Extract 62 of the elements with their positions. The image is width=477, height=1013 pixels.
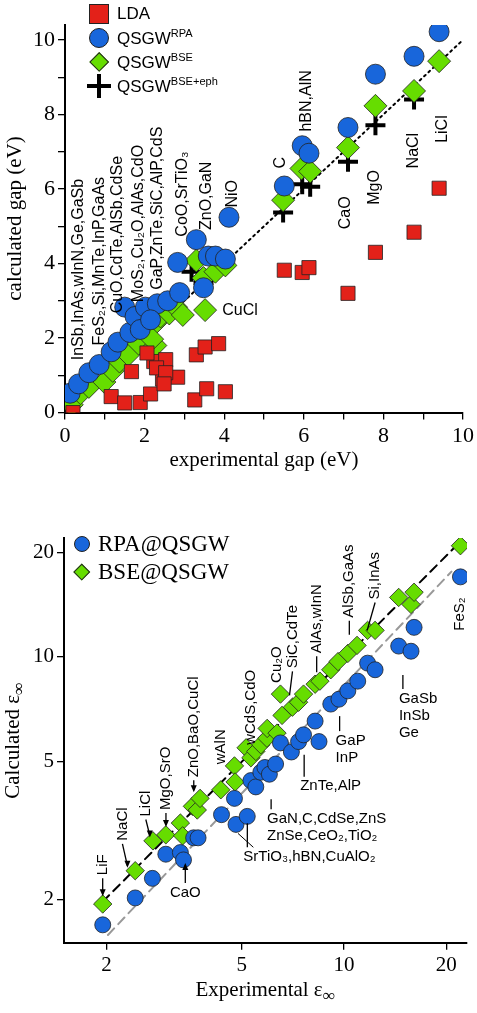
y-tick-label: 20 bbox=[33, 538, 54, 563]
annotation: LiCl bbox=[135, 790, 153, 817]
x-tick-label: 2 bbox=[139, 421, 151, 447]
legend-label: QSGW$^{BSE+eph}$ bbox=[117, 75, 218, 97]
annotation: SiC,CdTe bbox=[282, 604, 300, 669]
legend-label: QSGW$^{BSE}$ bbox=[117, 51, 193, 73]
y-tick-label: 2 bbox=[43, 885, 54, 910]
annotation: LiF bbox=[92, 854, 110, 876]
annotation: CuCl bbox=[222, 300, 258, 318]
annotation: NaCl bbox=[404, 132, 422, 169]
y-tick-label: 8 bbox=[44, 100, 55, 126]
annotation: GaP,ZnTe,SiC,AlP,CdS bbox=[147, 126, 165, 290]
annotation: AlSb,GaAs bbox=[339, 544, 357, 618]
x-axis-title: experimental gap (eV) bbox=[169, 446, 359, 472]
x-tick-label: 4 bbox=[218, 421, 230, 447]
annotation: SrTiO₃,hBN,CuAlO₂ bbox=[243, 846, 376, 864]
annotation: FeS₂,Si,MnTe,InP,GaAs bbox=[89, 176, 107, 346]
legend-label: RPA@QSGW bbox=[98, 531, 230, 557]
annotation: AlAs,wInN bbox=[306, 584, 324, 654]
y-tick-label: 4 bbox=[44, 249, 55, 275]
annotation: wAlN bbox=[210, 729, 228, 766]
annotation: MgO bbox=[365, 170, 383, 205]
annotation: ZnO,GaN bbox=[197, 161, 215, 231]
annotation: NaCl bbox=[112, 807, 130, 841]
y-axis-title: calculated gap (eV) bbox=[1, 136, 27, 301]
legend-label: QSGW$^{RPA}$ bbox=[117, 27, 193, 49]
annotation: ZnO,BaO,CuCl bbox=[183, 676, 201, 778]
y-tick-label: 2 bbox=[44, 323, 55, 349]
annotation: LiCl bbox=[433, 115, 451, 143]
x-axis-title: Experimental ε$_{∞}$ bbox=[195, 976, 336, 1006]
annotation: wCdS,CdO bbox=[241, 669, 259, 746]
x-tick-label: 20 bbox=[435, 951, 457, 976]
annotation: MoS₂,Cu₂O,AlAs,CdO bbox=[129, 144, 147, 303]
legend-label: LDA bbox=[117, 4, 151, 24]
y-tick-label: 5 bbox=[43, 747, 54, 772]
annotation: MgO,SrO bbox=[156, 746, 174, 811]
x-tick-label: 2 bbox=[101, 951, 112, 976]
x-tick-label: 10 bbox=[452, 421, 474, 447]
annotation: NiO bbox=[222, 180, 240, 208]
annotation: FeS₂ bbox=[450, 597, 468, 631]
annotation: Si,InAs bbox=[365, 552, 383, 600]
x-tick-label: 8 bbox=[377, 421, 389, 447]
annotation: CuO,CdTe,AlSb,CdSe bbox=[108, 155, 126, 314]
x-tick-label: 10 bbox=[333, 951, 355, 976]
annotation: CaO bbox=[336, 196, 354, 230]
annotation: CoO,SrTiO₃ bbox=[173, 151, 191, 237]
legend-label: BSE@QSGW bbox=[98, 559, 230, 585]
annotation: InSb,InAs,wInN,Ge,GaSb bbox=[69, 178, 87, 361]
y-tick-label: 10 bbox=[33, 643, 54, 668]
annotation: GaN,C,CdSe,ZnS ZnSe,CeO₂,TiO₂ bbox=[267, 808, 387, 843]
annotation: C bbox=[271, 156, 289, 169]
x-tick-label: 6 bbox=[298, 421, 310, 447]
annotation: GaP InP bbox=[335, 730, 366, 765]
y-tick-label: 10 bbox=[33, 25, 55, 51]
y-tick-label: 0 bbox=[44, 398, 55, 424]
annotation: ZnTe,AlP bbox=[300, 776, 362, 794]
x-tick-label: 5 bbox=[236, 951, 247, 976]
annotation: hBN,AlN bbox=[296, 70, 314, 132]
annotation: CaO bbox=[169, 882, 201, 900]
annotation: Cu₂O bbox=[267, 646, 285, 683]
annotation: GaSb InSb Ge bbox=[398, 688, 438, 740]
y-tick-label: 6 bbox=[44, 174, 55, 200]
